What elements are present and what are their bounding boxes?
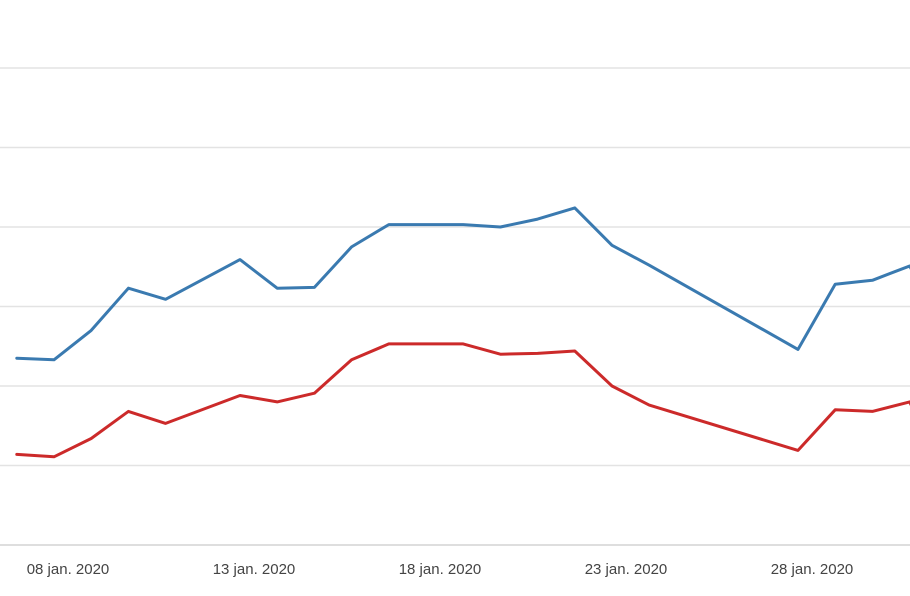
x-tick-label: 08 jan. 2020: [27, 561, 110, 578]
x-tick-label: 18 jan. 2020: [399, 561, 482, 578]
x-tick-label: 13 jan. 2020: [213, 561, 296, 578]
series-line-2: [15, 342, 910, 459]
y-gridlines: [0, 67, 910, 546]
x-tick-label: 28 jan. 2020: [771, 561, 854, 578]
series-line-1: [15, 206, 910, 362]
x-tick-label: 23 jan. 2020: [585, 561, 668, 578]
x-axis: 08 jan. 2020 13 jan. 2020 18 jan. 2020 23 j…: [27, 561, 854, 578]
series-lines: [15, 206, 910, 459]
